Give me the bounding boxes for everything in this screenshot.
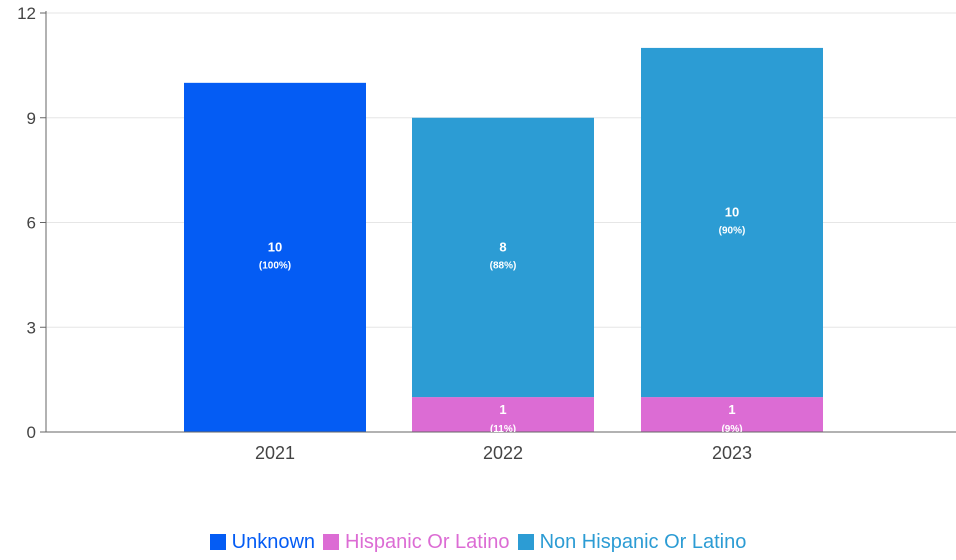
y-tick-label: 6 — [27, 214, 36, 233]
bar-segment — [641, 47, 823, 398]
data-label-percent: (11%) — [490, 424, 516, 435]
x-tick-label: 2022 — [483, 443, 523, 463]
data-labels: 10 (100%) 1 (11%) 8 (88%) 1 (9%) 10 (90%) — [259, 205, 746, 435]
data-label-value: 1 — [728, 402, 735, 417]
data-label-percent: (88%) — [490, 260, 517, 271]
legend: Unknown Hispanic Or Latino Non Hispanic Or… — [0, 531, 956, 554]
legend-label: Unknown — [231, 531, 316, 553]
legend-item[interactable]: Non Hispanic Or Latino — [517, 531, 747, 554]
y-tick-label: 3 — [27, 318, 36, 337]
y-tick-label: 9 — [27, 109, 36, 128]
data-label-value: 10 — [725, 205, 739, 220]
x-tick-label: 2021 — [255, 443, 295, 463]
data-label-value: 1 — [499, 402, 506, 417]
legend-label: Hispanic Or Latino — [345, 531, 510, 553]
y-tick-label: 12 — [17, 4, 36, 23]
legend-swatch — [209, 534, 226, 550]
bar-segment — [184, 82, 366, 432]
bar-segment — [412, 397, 594, 432]
data-label-percent: (100%) — [259, 260, 291, 271]
bar-segment — [641, 397, 823, 432]
legend-item[interactable]: Unknown — [209, 531, 316, 554]
data-label-value: 10 — [268, 239, 282, 254]
data-label-value: 8 — [499, 239, 506, 254]
legend-swatch — [517, 534, 534, 550]
data-label-percent: (90%) — [719, 226, 746, 237]
legend-swatch — [323, 534, 340, 550]
bar-segment — [412, 117, 594, 398]
bar-segments — [184, 47, 823, 432]
y-tick-label: 0 — [27, 423, 36, 442]
x-tick-label: 2023 — [712, 443, 752, 463]
data-label-percent: (9%) — [721, 424, 742, 435]
tick-labels: 0 3 6 9 12 2021 2022 2023 — [17, 4, 752, 463]
legend-item[interactable]: Hispanic Or Latino — [323, 531, 510, 554]
legend-label: Non Hispanic Or Latino — [539, 531, 747, 553]
axes — [40, 11, 956, 433]
